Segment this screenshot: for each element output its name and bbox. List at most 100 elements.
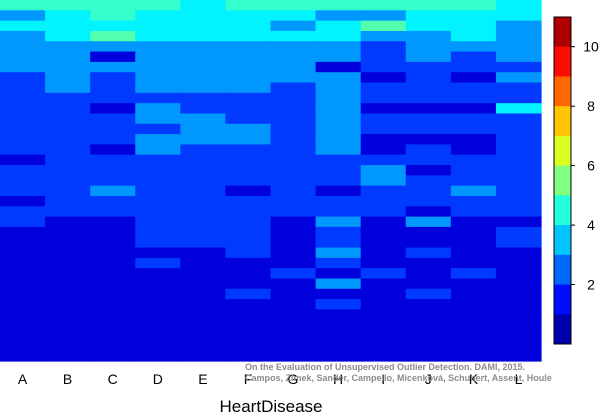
heatmap-cell [135,330,181,341]
heatmap-cell [225,185,272,197]
heatmap-cell [225,175,272,187]
heatmap-cell [90,340,136,352]
x-tick-label: H [333,371,343,387]
heatmap-cell [0,0,46,11]
heatmap-cell [360,92,407,104]
colorbar-segment [554,314,571,345]
heatmap-cell [0,247,46,259]
heatmap-cell [450,185,497,197]
heatmap-cell [495,319,542,331]
heatmap-cell [0,165,46,176]
heatmap-cell [225,299,272,311]
heatmap-cell [450,51,497,63]
heatmap-cell [270,206,317,218]
heatmap-cell [180,195,227,207]
heatmap-cell [315,288,362,300]
heatmap-cell [495,10,542,22]
heatmap-cell [45,51,91,63]
heatmap-cell [405,340,452,352]
heatmap-cell [180,82,227,94]
heatmap-cell [405,309,452,321]
heatmap-cell [450,319,497,331]
heatmap-cell [225,144,272,156]
heatmap-cell [180,268,227,280]
heatmap-cell [135,30,181,42]
heatmap-cell [270,330,317,341]
heatmap-cell [315,0,362,11]
heatmap-cell [90,257,136,269]
heatmap-cell [45,226,91,238]
heatmap-cell [45,206,91,218]
heatmap-cell [0,195,46,207]
heatmap-cell [495,30,542,42]
heatmap-cell [0,123,46,135]
heatmap-cell [180,20,227,32]
heatmap-cell [315,278,362,290]
heatmap-cell [225,330,272,341]
heatmap-cell [450,30,497,42]
heatmap-cell [360,154,407,166]
heatmap-cell [180,30,227,42]
heatmap-cell [360,20,407,32]
heatmap-cell [315,134,362,145]
heatmap-cell [90,144,136,156]
heatmap-cell [270,299,317,311]
heatmap-cell [0,330,46,341]
heatmap-cell [495,247,542,259]
heatmap-cell [405,92,452,104]
heatmap-cell [315,299,362,311]
heatmap-cell [360,330,407,341]
heatmap-cell [225,206,272,218]
heatmap-cell [360,288,407,300]
heatmap-cell [270,278,317,290]
heatmap-cell [405,10,452,22]
heatmap-cell [225,61,272,73]
heatmap-cell [360,350,407,362]
heatmap-cell [225,257,272,269]
heatmap-cell [315,309,362,321]
heatmap-cell [495,175,542,187]
heatmap-cell [180,237,227,249]
heatmap-cell [0,288,46,300]
heatmap-cells [0,0,542,362]
heatmap-cell [45,247,91,259]
heatmap-cell [360,123,407,135]
heatmap-cell [45,72,91,84]
heatmap-cell [180,299,227,311]
heatmap-cell [360,165,407,176]
heatmap-cell [405,268,452,280]
heatmap-cell [360,51,407,63]
heatmap-cell [315,113,362,125]
heatmap-cell [450,92,497,104]
heatmap-cell [225,30,272,42]
heatmap-cell [495,309,542,321]
heatmap-cell [225,51,272,63]
heatmap-cell [495,103,542,115]
x-tick-label: A [18,371,28,387]
heatmap-cell [495,216,542,228]
heatmap-cell [45,154,91,166]
heatmap-cell [360,319,407,331]
heatmap-cell [270,103,317,115]
heatmap-cell [360,10,407,22]
heatmap-cell [135,0,181,11]
heatmap-cell [45,216,91,228]
heatmap-cell [45,10,91,22]
heatmap-cell [45,319,91,331]
heatmap-cell [360,134,407,145]
heatmap-cell [450,175,497,187]
heatmap-cell [270,165,317,176]
heatmap-cell [225,309,272,321]
heatmap-cell [405,41,452,53]
heatmap-cell [450,247,497,259]
colorbar-segment [554,106,571,137]
heatmap-cell [270,82,317,94]
x-tick-label: J [425,371,432,387]
heatmap-cell [270,113,317,125]
heatmap-cell [225,226,272,238]
heatmap-cell [0,185,46,197]
heatmap-cell [90,268,136,280]
heatmap-cell [315,268,362,280]
heatmap-cell [315,154,362,166]
heatmap-cell [450,72,497,84]
